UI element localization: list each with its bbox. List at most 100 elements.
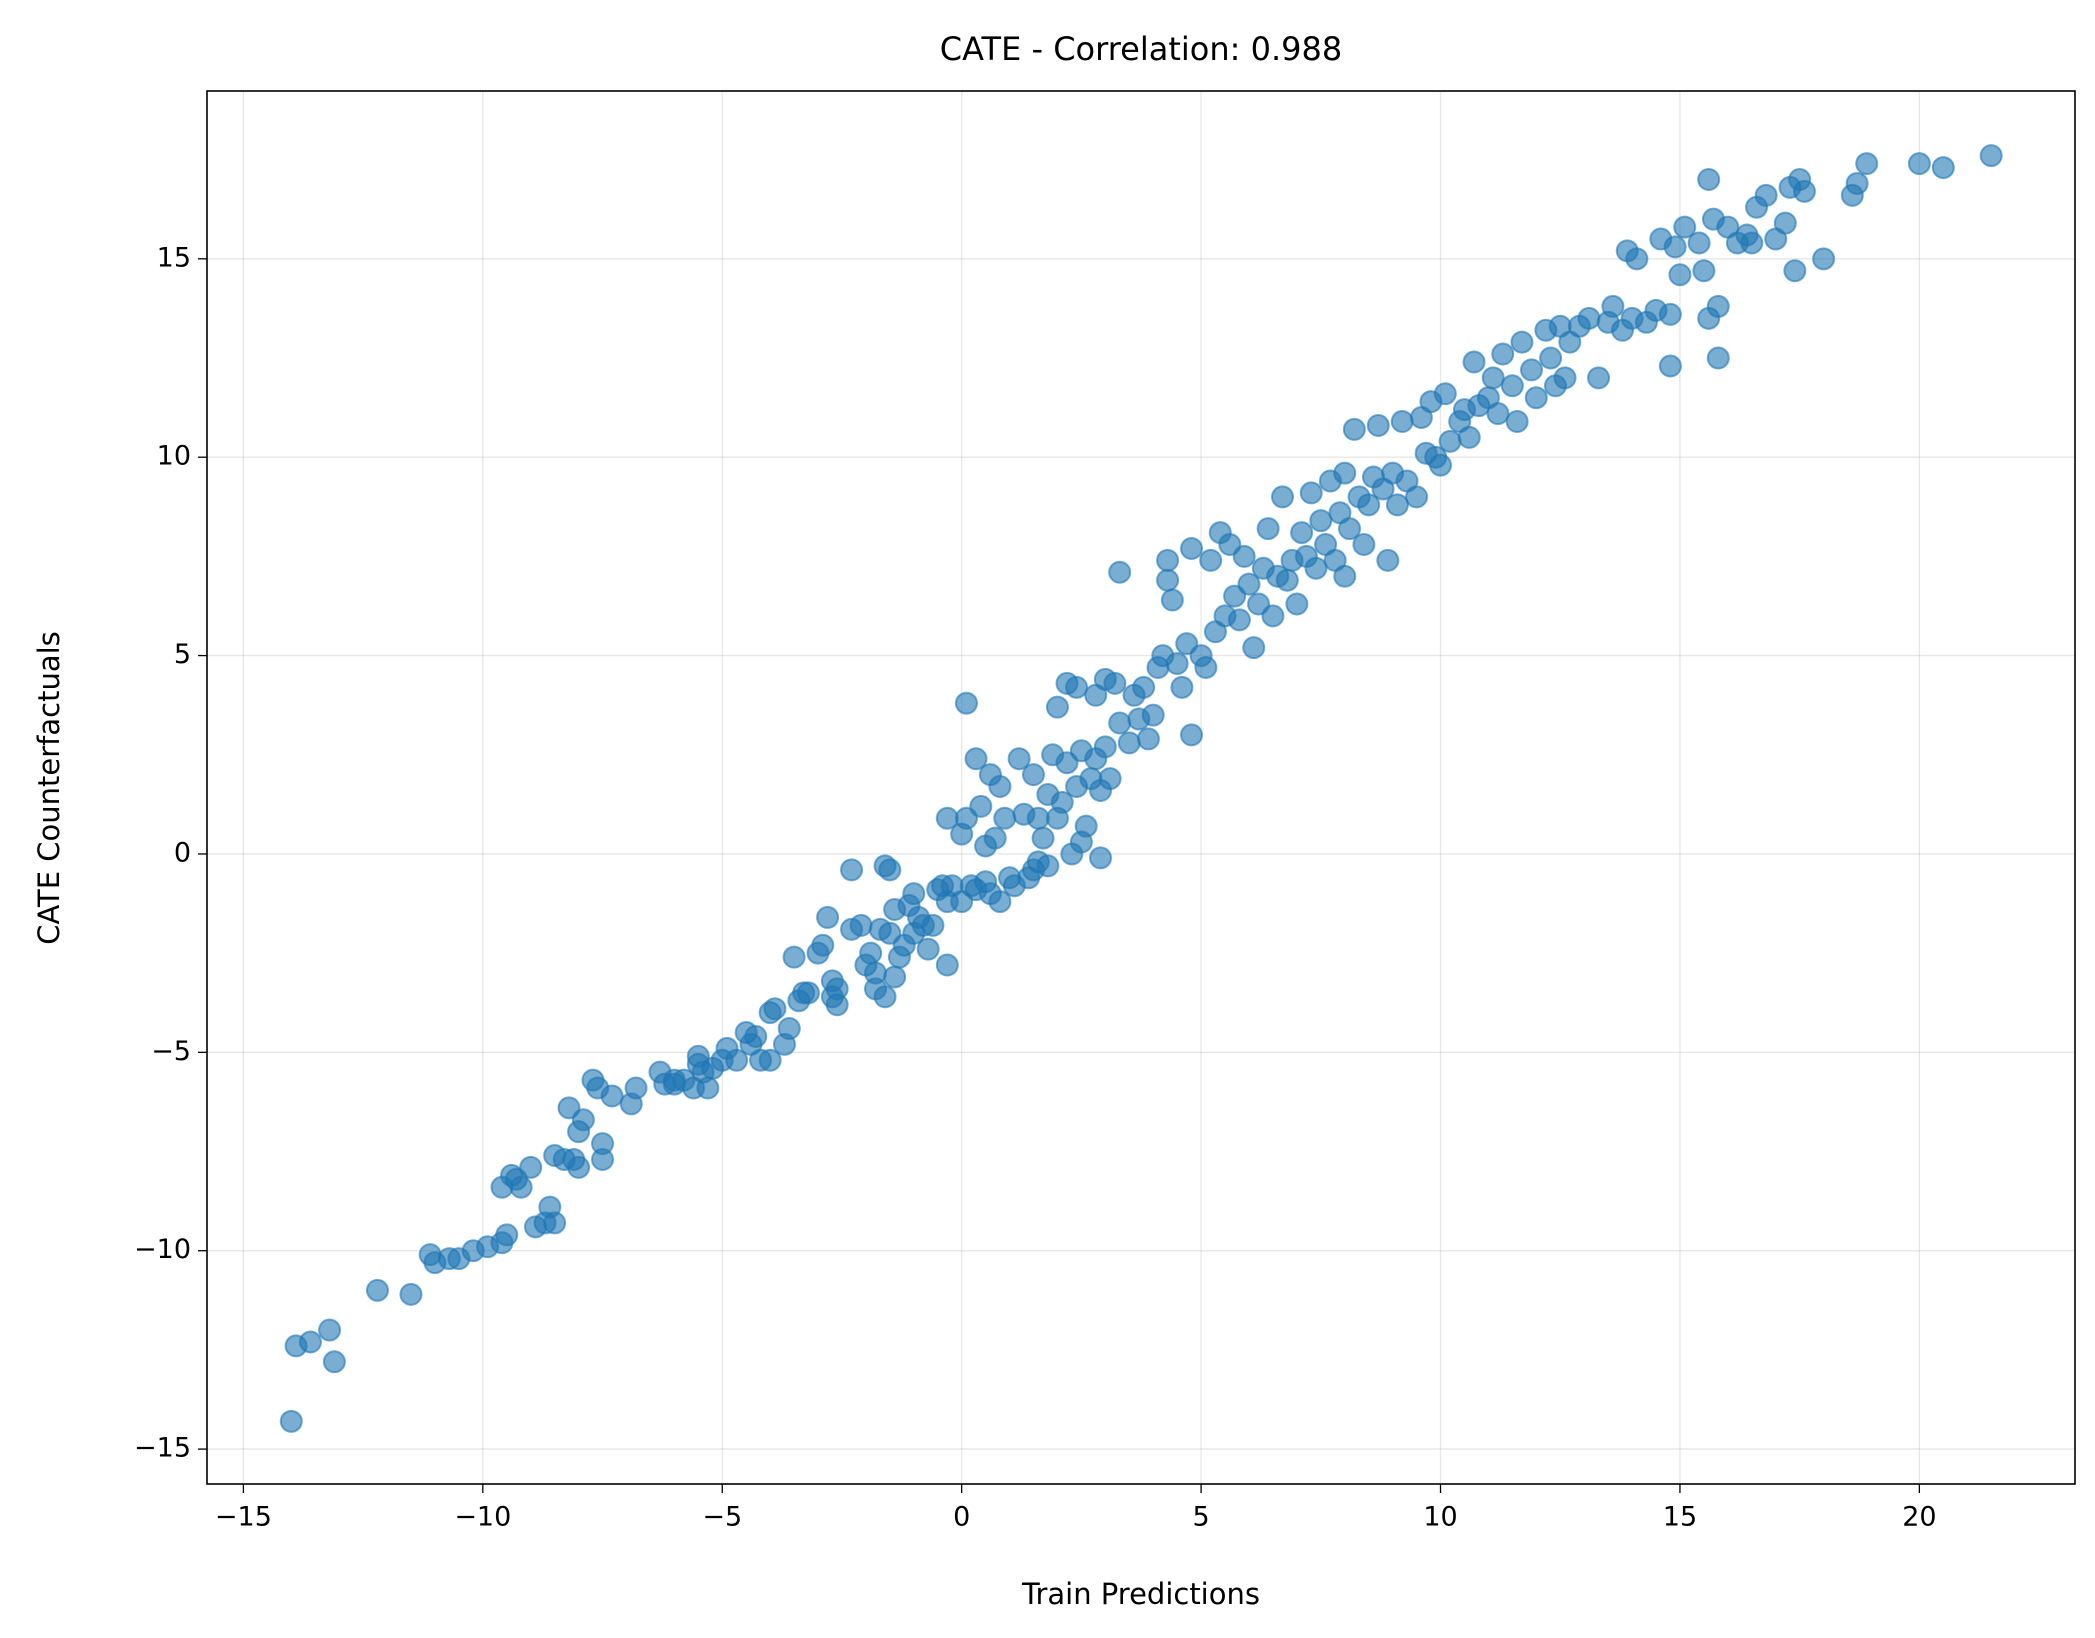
- point: [1457, 425, 1481, 449]
- point: [1539, 346, 1563, 370]
- x-axis-label: Train Predictions: [1021, 1577, 1260, 1611]
- point: [1132, 675, 1156, 699]
- point: [1237, 572, 1261, 596]
- point: [1050, 790, 1074, 814]
- point: [1500, 374, 1524, 398]
- x-tick-label: 15: [1663, 1502, 1697, 1533]
- point: [1232, 544, 1256, 568]
- point: [811, 933, 835, 957]
- point: [1663, 235, 1687, 259]
- point: [954, 691, 978, 715]
- point: [873, 985, 897, 1009]
- point: [1979, 144, 2003, 168]
- point: [1812, 247, 1836, 271]
- point: [1074, 814, 1098, 838]
- point: [298, 1330, 322, 1354]
- x-tick-label: −5: [702, 1502, 742, 1533]
- point: [322, 1350, 346, 1374]
- x-tick-label: 20: [1902, 1502, 1936, 1533]
- point: [1706, 346, 1730, 370]
- point: [1553, 366, 1577, 390]
- point: [1065, 675, 1089, 699]
- point: [849, 913, 873, 937]
- point: [969, 794, 993, 818]
- point: [777, 1017, 801, 1041]
- chart-title: CATE - Correlation: 0.988: [940, 30, 1342, 68]
- y-tick-label: 10: [157, 441, 191, 472]
- point: [1931, 156, 1955, 180]
- point: [1089, 846, 1113, 870]
- point: [1108, 560, 1132, 584]
- point: [763, 997, 787, 1021]
- point: [624, 1076, 648, 1100]
- point: [1156, 568, 1180, 592]
- point: [816, 905, 840, 929]
- point: [1036, 854, 1060, 878]
- point: [1285, 592, 1309, 616]
- y-tick-label: −10: [134, 1234, 191, 1265]
- y-axis-label: CATE Counterfactuals: [32, 631, 66, 945]
- point: [758, 1048, 782, 1072]
- point: [1658, 354, 1682, 378]
- point: [916, 937, 940, 961]
- point: [1845, 171, 1869, 195]
- point: [825, 977, 849, 1001]
- x-tick-label: 10: [1423, 1502, 1457, 1533]
- point: [902, 882, 926, 906]
- point: [365, 1278, 389, 1302]
- point: [1261, 604, 1285, 628]
- y-tick-label: 15: [157, 242, 191, 273]
- point: [1706, 294, 1730, 318]
- point: [725, 1048, 749, 1072]
- point: [988, 775, 1012, 799]
- point: [1520, 358, 1544, 382]
- point: [519, 1155, 543, 1179]
- point: [1136, 727, 1160, 751]
- point: [1304, 556, 1328, 580]
- point: [591, 1147, 615, 1171]
- point: [1366, 413, 1390, 437]
- point: [1390, 409, 1414, 433]
- point: [1673, 215, 1697, 239]
- y-tick-label: −15: [134, 1433, 191, 1464]
- point: [1697, 167, 1721, 191]
- point: [1333, 461, 1357, 485]
- y-tick-label: −5: [151, 1036, 191, 1067]
- point: [1385, 493, 1409, 517]
- point: [1783, 259, 1807, 283]
- point: [988, 890, 1012, 914]
- point: [1481, 366, 1505, 390]
- point: [1309, 509, 1333, 533]
- point: [543, 1211, 567, 1235]
- point: [1290, 521, 1314, 545]
- point: [796, 981, 820, 1005]
- point: [1141, 703, 1165, 727]
- point: [1405, 485, 1429, 509]
- point: [1103, 671, 1127, 695]
- point: [1352, 532, 1376, 556]
- point: [1108, 711, 1132, 735]
- point: [1093, 735, 1117, 759]
- point: [1180, 723, 1204, 747]
- y-tick-label: 5: [174, 639, 191, 670]
- point: [1658, 302, 1682, 326]
- x-tick-label: −10: [454, 1502, 511, 1533]
- point: [1180, 536, 1204, 560]
- point: [567, 1155, 591, 1179]
- point: [935, 953, 959, 977]
- point: [1333, 564, 1357, 588]
- point: [1342, 417, 1366, 441]
- point: [1429, 453, 1453, 477]
- point: [1855, 152, 1879, 176]
- point: [1271, 485, 1295, 509]
- point: [495, 1223, 519, 1247]
- point: [1792, 179, 1816, 203]
- point: [1256, 517, 1280, 541]
- point: [1668, 263, 1692, 287]
- point: [1275, 568, 1299, 592]
- point: [1021, 763, 1045, 787]
- point: [279, 1409, 303, 1433]
- point: [1338, 517, 1362, 541]
- point: [1045, 695, 1069, 719]
- point: [1160, 588, 1184, 612]
